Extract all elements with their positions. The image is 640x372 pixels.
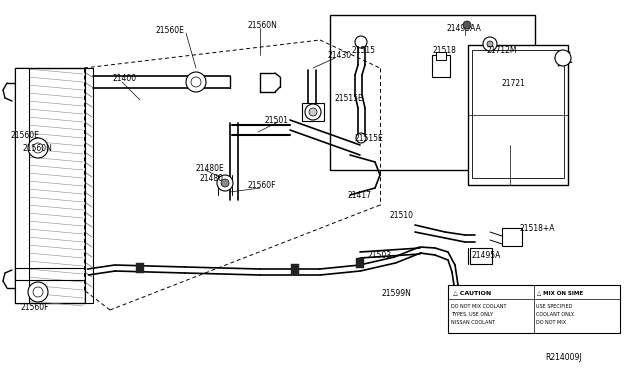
Bar: [436, 52, 446, 60]
Circle shape: [309, 108, 317, 116]
Text: DO NOT MIX COOLANT: DO NOT MIX COOLANT: [451, 305, 506, 310]
Text: 21560N: 21560N: [22, 144, 52, 153]
Text: 21515E: 21515E: [335, 93, 364, 103]
Text: 21712M: 21712M: [487, 45, 518, 55]
Circle shape: [355, 36, 367, 48]
Circle shape: [191, 77, 201, 87]
Text: 21400: 21400: [112, 74, 136, 83]
Text: 21518+A: 21518+A: [520, 224, 556, 232]
Circle shape: [28, 282, 48, 302]
Text: △ CAUTION: △ CAUTION: [453, 291, 492, 295]
Text: NISSAN COOLANT: NISSAN COOLANT: [451, 320, 495, 324]
Bar: [468, 45, 568, 185]
Text: 21518: 21518: [433, 45, 457, 55]
Bar: [291, 264, 299, 274]
Text: 21503: 21503: [368, 250, 392, 260]
Text: TYPES. USE ONLY: TYPES. USE ONLY: [451, 312, 493, 317]
Circle shape: [463, 21, 471, 29]
Circle shape: [356, 133, 366, 143]
Text: 21480: 21480: [200, 173, 224, 183]
Bar: [472, 50, 564, 178]
Circle shape: [33, 287, 43, 297]
Text: 21721: 21721: [502, 78, 526, 87]
Bar: [136, 263, 144, 273]
Bar: [448, 285, 620, 333]
Circle shape: [487, 41, 493, 47]
Text: USE SPECIFIED: USE SPECIFIED: [536, 305, 572, 310]
Text: 21560E: 21560E: [155, 26, 184, 35]
Bar: [470, 248, 492, 264]
Text: 21495A: 21495A: [472, 250, 501, 260]
Bar: [302, 103, 324, 121]
Text: △ MIX ON SIME: △ MIX ON SIME: [537, 291, 583, 295]
Circle shape: [186, 72, 206, 92]
Bar: [502, 228, 522, 246]
Text: DO NOT MIX: DO NOT MIX: [536, 320, 566, 324]
Text: 21560E: 21560E: [10, 131, 39, 140]
Text: 21495AA: 21495AA: [447, 23, 482, 32]
Text: 21599N: 21599N: [382, 289, 412, 298]
Text: 21560F: 21560F: [20, 304, 49, 312]
Text: 21560F: 21560F: [248, 180, 276, 189]
Text: 21480E: 21480E: [195, 164, 224, 173]
Text: 21430: 21430: [328, 51, 352, 60]
Text: 21515: 21515: [352, 45, 376, 55]
Circle shape: [305, 104, 321, 120]
Circle shape: [221, 179, 229, 187]
Bar: [15, 68, 85, 303]
Bar: [330, 15, 535, 170]
Text: COOLANT ONLY.: COOLANT ONLY.: [536, 312, 575, 317]
Circle shape: [483, 37, 497, 51]
Text: R214009J: R214009J: [545, 353, 582, 362]
Bar: [85, 68, 93, 303]
Text: 21417: 21417: [348, 190, 372, 199]
Circle shape: [555, 50, 571, 66]
Text: 21515E: 21515E: [355, 134, 384, 142]
Text: 21510: 21510: [390, 211, 414, 219]
Text: 21501: 21501: [265, 115, 289, 125]
Circle shape: [28, 138, 48, 158]
Text: 21560N: 21560N: [248, 20, 278, 29]
Bar: [15, 68, 29, 303]
Bar: [356, 258, 364, 268]
Bar: [432, 55, 450, 77]
Circle shape: [33, 143, 43, 153]
Circle shape: [217, 175, 233, 191]
